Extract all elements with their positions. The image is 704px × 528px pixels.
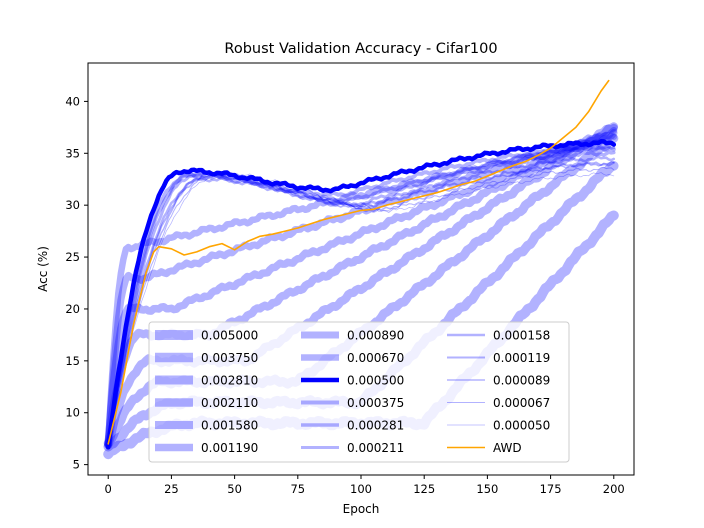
x-tick-label: 175 (540, 482, 562, 496)
legend-label-0.000089: 0.000089 (493, 374, 550, 388)
legend-label-0.000500: 0.000500 (347, 374, 404, 388)
y-tick-label: 20 (65, 302, 80, 316)
series-line-0.000050 (107, 171, 615, 443)
legend-label-0.000050: 0.000050 (493, 419, 550, 433)
x-tick-label: 100 (350, 482, 372, 496)
legend-label-0.000211: 0.000211 (347, 441, 404, 455)
legend-label-0.000890: 0.000890 (347, 329, 404, 343)
x-axis-label: Epoch (343, 502, 380, 516)
series-line-0.000067 (107, 166, 615, 444)
legend-label-AWD: AWD (493, 441, 522, 455)
legend-label-0.005000: 0.005000 (201, 329, 258, 343)
series-line-AWD (107, 79, 610, 445)
x-tick-label: 200 (603, 482, 625, 496)
x-tick-label: 50 (227, 482, 242, 496)
y-tick-label: 25 (65, 250, 80, 264)
legend-label-0.003750: 0.003750 (201, 351, 258, 365)
y-tick-label: 30 (65, 198, 80, 212)
y-tick-label: 40 (65, 94, 80, 108)
series-line-0.000890 (104, 127, 618, 450)
legend-label-0.001580: 0.001580 (201, 419, 258, 433)
legend-label-0.000067: 0.000067 (493, 396, 550, 410)
legend-label-0.000375: 0.000375 (347, 396, 404, 410)
chart-title: Robust Validation Accuracy - Cifar100 (224, 41, 497, 57)
legend-label-0.002810: 0.002810 (201, 374, 258, 388)
series-line-0.000281 (106, 150, 616, 447)
y-tick-label: 10 (65, 406, 80, 420)
legend-label-0.001190: 0.001190 (201, 441, 258, 455)
series-line-0.000500 (105, 138, 617, 450)
series-line-0.000211 (106, 144, 616, 446)
series-line-0.000670 (104, 132, 618, 449)
x-tick-label: 150 (476, 482, 498, 496)
series-line-0.001190 (104, 129, 618, 448)
y-tick-label: 35 (65, 146, 80, 160)
y-axis-ticks: 5 10 15 20 25 30 35 40 (65, 94, 88, 472)
x-tick-label: 25 (164, 482, 179, 496)
y-axis-label: Acc (%) (36, 246, 50, 292)
series-line-0.000119 (107, 161, 615, 446)
x-axis-ticks: 0 25 50 75 100 125 150 175 200 (105, 475, 625, 496)
legend-label-0.002110: 0.002110 (201, 396, 258, 410)
legend-label-0.000119: 0.000119 (493, 351, 550, 365)
legend-label-0.000281: 0.000281 (347, 419, 404, 433)
series-line-0.000089 (107, 160, 615, 446)
legend-label-0.000158: 0.000158 (493, 329, 550, 343)
legend-box (148, 321, 570, 463)
y-tick-label: 15 (65, 354, 80, 368)
x-tick-label: 0 (105, 482, 112, 496)
series-line-0.000375 (106, 144, 616, 445)
legend: 0.005000 0.003750 0.002810 0.002110 0.001580… (148, 321, 570, 463)
x-tick-label: 125 (413, 482, 435, 496)
legend-label-0.000670: 0.000670 (347, 351, 404, 365)
series-line-0.000158 (106, 155, 616, 445)
x-tick-label: 75 (290, 482, 305, 496)
y-tick-label: 5 (73, 458, 80, 472)
